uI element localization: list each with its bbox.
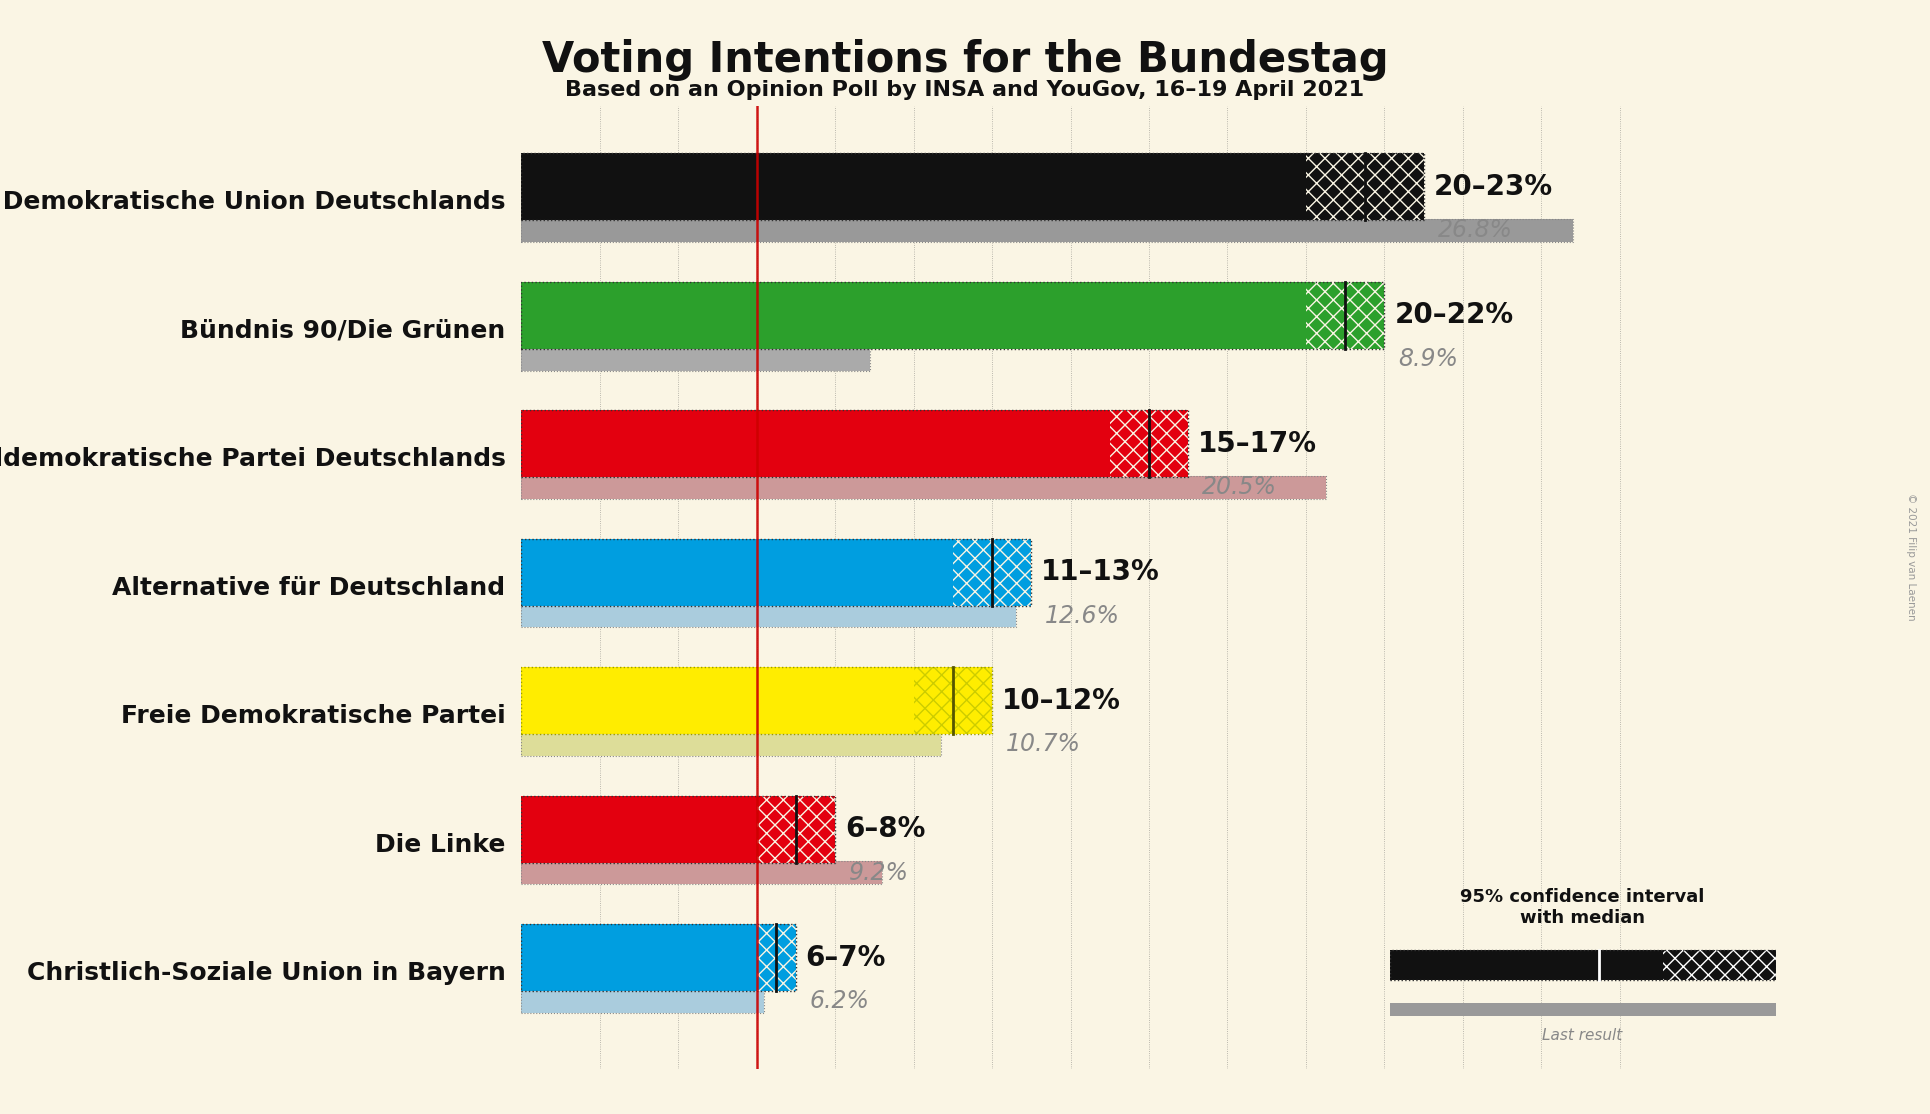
Text: 95% confidence interval
with median: 95% confidence interval with median: [1461, 888, 1704, 927]
Bar: [757, 925, 795, 991]
Bar: [521, 410, 1110, 477]
Bar: [757, 795, 836, 862]
Text: Die Linke: Die Linke: [374, 832, 506, 857]
Bar: [521, 733, 942, 756]
Bar: [953, 539, 1031, 606]
Text: 15–17%: 15–17%: [1199, 430, 1316, 458]
Bar: [521, 282, 1307, 349]
Text: 12.6%: 12.6%: [1044, 604, 1119, 628]
Text: 6.2%: 6.2%: [809, 989, 870, 1014]
Bar: [521, 218, 1573, 242]
Text: 6–8%: 6–8%: [845, 815, 924, 843]
Bar: [521, 539, 953, 606]
Bar: [1307, 154, 1424, 221]
Text: 20–22%: 20–22%: [1393, 301, 1513, 330]
Bar: [521, 667, 913, 734]
Text: Voting Intentions for the Bundestag: Voting Intentions for the Bundestag: [542, 39, 1388, 81]
Text: Alternative für Deutschland: Alternative für Deutschland: [112, 576, 506, 599]
Text: 6–7%: 6–7%: [805, 944, 886, 971]
Bar: [521, 795, 757, 862]
Bar: [521, 604, 1015, 627]
Text: 10.7%: 10.7%: [1006, 732, 1081, 756]
Text: 8.9%: 8.9%: [1397, 346, 1459, 371]
Text: © 2021 Filip van Laenen: © 2021 Filip van Laenen: [1907, 494, 1916, 620]
Bar: [521, 989, 764, 1013]
Text: 20–23%: 20–23%: [1434, 173, 1552, 201]
Bar: [521, 925, 757, 991]
Text: Last result: Last result: [1542, 1028, 1623, 1043]
Bar: [521, 861, 882, 885]
Text: Freie Demokratische Partei: Freie Demokratische Partei: [122, 704, 506, 729]
Text: 11–13%: 11–13%: [1040, 558, 1160, 586]
Text: 26.8%: 26.8%: [1438, 218, 1513, 243]
Text: Sozialdemokratische Partei Deutschlands: Sozialdemokratische Partei Deutschlands: [0, 447, 506, 471]
Text: Based on an Opinion Poll by INSA and YouGov, 16–19 April 2021: Based on an Opinion Poll by INSA and You…: [565, 80, 1365, 100]
Text: Bündnis 90/Die Grünen: Bündnis 90/Die Grünen: [179, 319, 506, 343]
Bar: [1664, 950, 1776, 980]
Bar: [913, 667, 992, 734]
Text: 20.5%: 20.5%: [1202, 476, 1278, 499]
Bar: [1110, 410, 1189, 477]
Bar: [1390, 950, 1664, 980]
Bar: [521, 476, 1326, 499]
Bar: [521, 348, 870, 371]
Text: Christlich-Soziale Union in Bayern: Christlich-Soziale Union in Bayern: [27, 961, 506, 985]
Text: 10–12%: 10–12%: [1002, 686, 1121, 715]
Text: Christlich Demokratische Union Deutschlands: Christlich Demokratische Union Deutschla…: [0, 190, 506, 214]
Bar: [1390, 1003, 1776, 1016]
Bar: [521, 154, 1307, 221]
Bar: [1307, 282, 1384, 349]
Text: 9.2%: 9.2%: [849, 861, 909, 885]
